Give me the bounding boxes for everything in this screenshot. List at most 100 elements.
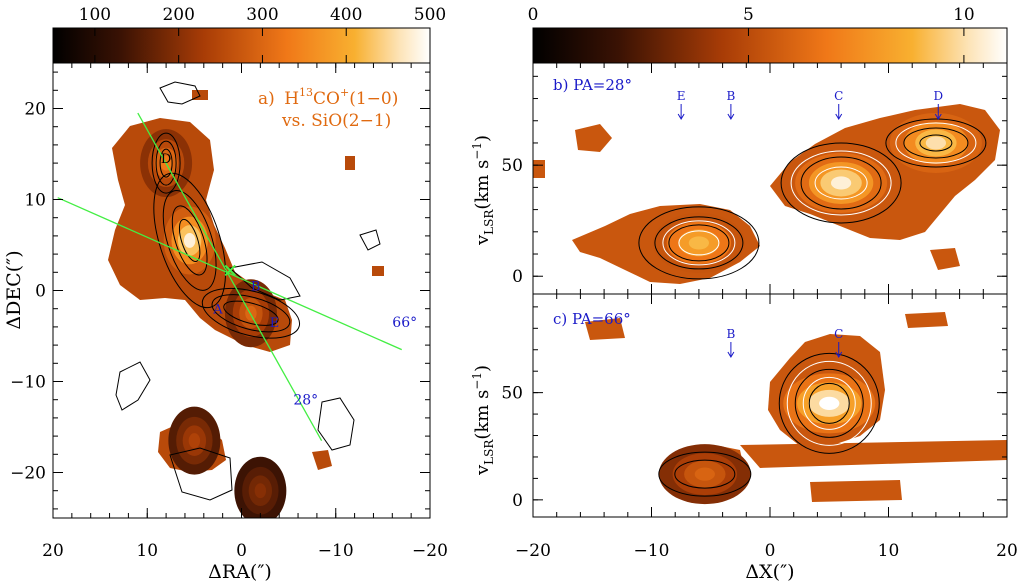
panel-a-contour — [171, 205, 208, 276]
panel-c-contour — [802, 376, 856, 430]
panel-b-ytick-label: 0 — [512, 267, 523, 287]
panel-b-ylabel: vLSR(km s−1) — [470, 135, 496, 246]
panel-a-contour — [169, 447, 233, 501]
panel-b-image — [533, 104, 1000, 284]
panel-c-image — [585, 312, 1007, 505]
panel-b-marker-label: C — [834, 89, 843, 103]
panel-a-contour — [159, 148, 173, 178]
panel-a-position-label: D — [161, 152, 171, 167]
panel-c-xtick-label: 10 — [878, 541, 900, 561]
panel-b-marker-arrowhead — [677, 113, 685, 120]
panel-b-contour — [903, 127, 969, 159]
panel-b-contour — [780, 142, 902, 224]
panel-c-marker-label: C — [834, 327, 843, 341]
panel-c-contour — [786, 360, 872, 446]
panel-b-contour — [895, 122, 977, 164]
panel-b-emission-region — [533, 160, 545, 178]
colorbar-a-tick-label: 200 — [162, 5, 194, 25]
panel-b-title: b) PA=28° — [553, 76, 632, 94]
panel-a-emission-region — [312, 450, 332, 470]
panel-c-xtick-label: 0 — [765, 541, 776, 561]
panel-a-contour — [228, 261, 301, 301]
panel-b-contour — [919, 134, 953, 152]
panel-b-marker-arrowhead — [934, 113, 942, 120]
panel-c-xtick-label: 20 — [996, 541, 1018, 561]
panel-a-contour — [201, 287, 301, 339]
colorbar-a-tick-label: 100 — [79, 5, 111, 25]
panel-a-emission-peak — [183, 232, 196, 248]
panel-a-subtitle: vs. SiO(2−1) — [281, 111, 391, 131]
panel-a-contour — [317, 397, 355, 451]
panel-b-marker-label: B — [726, 89, 735, 103]
panel-a-cut-line — [137, 112, 323, 441]
panel-a-emission-peak — [254, 483, 267, 499]
panel-a-contour — [155, 140, 177, 186]
panel-c-emission-region — [905, 312, 948, 328]
panel-c-emission-region — [740, 440, 1007, 468]
panel-b-marker-arrowhead — [835, 113, 843, 120]
panel-a-position-label: B — [251, 280, 261, 295]
panel-a-xtick-label: 20 — [42, 541, 64, 561]
panel-b-marker-label: D — [933, 89, 943, 103]
panel-b-contour — [638, 206, 760, 280]
panel-c-contour — [794, 368, 864, 438]
panel-c-ylabel: vLSR(km s−1) — [470, 365, 496, 476]
panel-a-emission-peak — [188, 433, 201, 449]
panel-b-contour — [668, 224, 730, 262]
panel-a-contour — [178, 218, 201, 263]
panel-b-ytick-label: 50 — [501, 156, 523, 176]
panel-a-xtick-label: 10 — [136, 541, 158, 561]
panel-c-contour — [658, 451, 752, 497]
colorbar-b-tick-label: 5 — [743, 5, 754, 25]
panel-a-cut-label: 66° — [392, 315, 417, 331]
colorbar-a — [52, 27, 431, 64]
panel-a-contour — [359, 229, 381, 251]
panel-c-ytick-label: 0 — [512, 491, 523, 511]
panel-b-contour — [814, 166, 868, 200]
panel-c-emission-peak — [819, 396, 840, 410]
panel-c-title: c) PA=66° — [553, 310, 631, 328]
colorbar-b-tick-label: 10 — [953, 5, 975, 25]
panel-b-marker-arrowhead — [727, 113, 735, 120]
panel-c-emission-region — [585, 318, 625, 340]
panel-a-xtick-label: 0 — [236, 541, 247, 561]
panel-b-emission-region — [930, 248, 960, 270]
panel-a-ytick-label: 0 — [35, 282, 46, 302]
panel-c-ytick-label: 50 — [501, 384, 523, 404]
colorbar-a-tick-label: 500 — [414, 5, 446, 25]
colorbar-a-tick-label: 300 — [246, 5, 278, 25]
panel-a-emission-region — [345, 156, 355, 170]
panel-a-title: a) H13CO+(1−0) — [258, 86, 398, 109]
panel-a-position-label: E — [270, 316, 280, 331]
colorbar-b — [532, 27, 1008, 64]
panel-c-xtick-label: −20 — [515, 541, 551, 561]
panel-a-contour — [223, 300, 279, 326]
panel-a-ytick-label: −20 — [10, 464, 46, 484]
panel-a-contour — [115, 361, 151, 411]
panel-c-marker-arrowhead — [835, 351, 843, 358]
panel-a-contour — [211, 294, 291, 333]
panel-b-marker-label: E — [677, 89, 686, 103]
panel-c-marker-arrowhead — [727, 351, 735, 358]
panel-a-contour — [151, 132, 181, 194]
panel-b-emission-region — [575, 124, 612, 152]
panel-a-xlabel: ΔRA(″) — [208, 561, 272, 583]
colorbar-a-tick-label: 400 — [330, 5, 362, 25]
panel-a-emission-region — [372, 266, 384, 276]
panel-a-ytick-label: −10 — [10, 373, 46, 393]
panel-b-contour — [790, 150, 892, 216]
panel-c-contour — [808, 382, 850, 424]
panel-a-ytick-label: 10 — [24, 191, 46, 211]
panel-a-cut-line — [57, 197, 402, 351]
panel-b-contour — [678, 230, 720, 256]
panel-b-contour — [662, 220, 736, 266]
panel-b-contour — [654, 216, 744, 270]
colorbar-b-tick-label: 0 — [528, 5, 539, 25]
panel-c-emission-region — [810, 480, 902, 502]
panel-c-xlabel: ΔX(″) — [745, 561, 794, 583]
panel-c-contour — [674, 459, 736, 489]
panel-c-xtick-label: −10 — [634, 541, 670, 561]
panel-b-emission-peak — [830, 176, 852, 190]
panel-a-image — [53, 63, 430, 518]
